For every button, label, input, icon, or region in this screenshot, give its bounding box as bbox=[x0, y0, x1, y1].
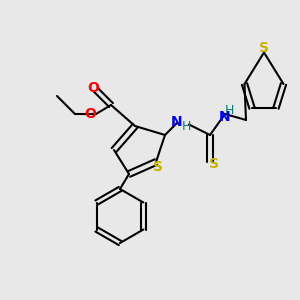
Text: H: H bbox=[181, 119, 191, 133]
Text: O: O bbox=[84, 107, 96, 121]
Text: S: S bbox=[152, 160, 163, 173]
Text: H: H bbox=[225, 104, 234, 118]
Text: N: N bbox=[171, 115, 183, 128]
Text: S: S bbox=[209, 157, 220, 170]
Text: S: S bbox=[259, 41, 269, 55]
Text: O: O bbox=[87, 82, 99, 95]
Text: N: N bbox=[219, 110, 231, 124]
